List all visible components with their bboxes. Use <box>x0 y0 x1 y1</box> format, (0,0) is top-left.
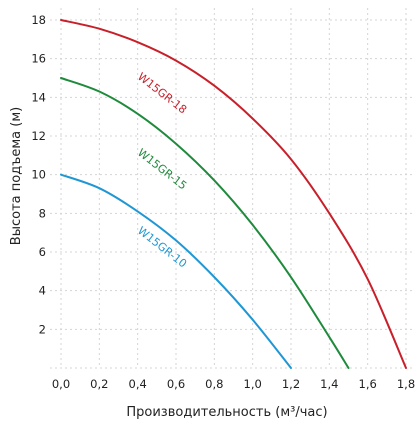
y-tick-label: 4 <box>39 284 46 298</box>
series-line-w15gr-18 <box>60 19 407 369</box>
y-tick-label: 18 <box>31 13 46 27</box>
y-tick-label: 16 <box>31 52 46 66</box>
y-tick-label: 12 <box>31 129 46 143</box>
series-label-w15gr-15: W15GR-15 <box>135 146 189 192</box>
tick-labels: 0,0 0,2 0,4 0,6 0,8 1,0 1,2 1,4 1,6 1,8 2 4 6 8 10 12 14… <box>31 13 415 391</box>
x-tick-label: 0,4 <box>129 377 147 391</box>
series-label-w15gr-18: W15GR-18 <box>135 70 189 116</box>
x-axis-label: Производительность (м³/час) <box>126 405 327 420</box>
series-labels: W15GR-18 W15GR-15 W15GR-10 <box>135 70 189 270</box>
series-label-w15gr-10: W15GR-10 <box>135 224 189 270</box>
series-lines <box>60 19 407 369</box>
y-tick-label: 6 <box>39 245 46 259</box>
y-tick-label: 2 <box>39 322 46 336</box>
x-tick-label: 1,2 <box>282 377 300 391</box>
x-tick-label: 1,4 <box>320 377 338 391</box>
y-tick-label: 14 <box>31 90 46 104</box>
series-line-w15gr-10 <box>60 173 292 369</box>
x-tick-label: 0,2 <box>90 377 108 391</box>
x-tick-label: 0,0 <box>52 377 70 391</box>
y-axis-label: Высота подъема (м) <box>9 107 24 245</box>
grid <box>50 8 415 369</box>
x-tick-label: 0,8 <box>205 377 223 391</box>
x-tick-label: 0,6 <box>167 377 185 391</box>
y-tick-label: 8 <box>39 206 46 220</box>
x-tick-label: 1,0 <box>244 377 262 391</box>
series-line-w15gr-15 <box>60 77 350 369</box>
x-tick-label: 1,6 <box>359 377 377 391</box>
x-tick-label: 1,8 <box>397 377 415 391</box>
y-tick-label: 10 <box>31 168 46 182</box>
